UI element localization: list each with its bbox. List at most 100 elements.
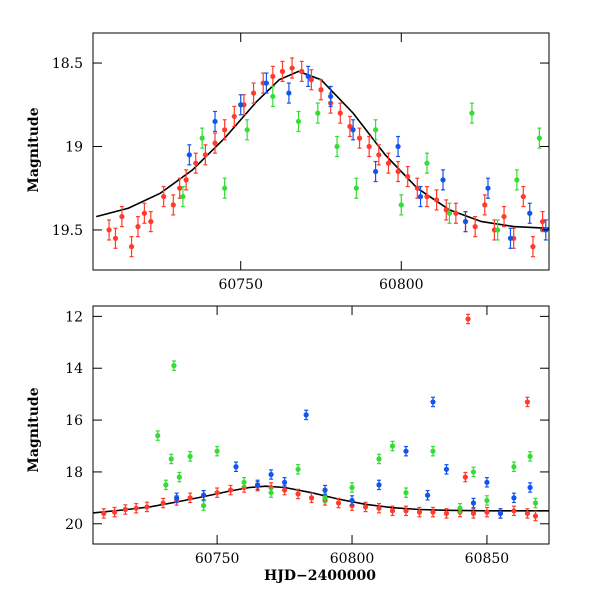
bottom-green-point xyxy=(295,464,301,475)
top-red-point xyxy=(289,57,295,79)
top-panel: 60750 60800 18.5 19 19.5 Magnitude xyxy=(26,32,550,293)
top-red-point xyxy=(148,210,154,233)
bottom-blue-point xyxy=(443,464,450,475)
bottom-red-point xyxy=(122,504,128,515)
bottom-red-point xyxy=(465,313,471,325)
bottom-blue-point xyxy=(349,495,355,506)
top-green-point xyxy=(495,219,501,241)
top-red-point xyxy=(434,189,440,211)
bottom-blue-point xyxy=(201,489,207,501)
bottom-red-point xyxy=(101,508,107,519)
top-blue-point xyxy=(238,94,244,116)
bottom-y-tick-label: 12 xyxy=(65,309,83,325)
bottom-model-curve xyxy=(93,485,549,514)
bottom-green-point xyxy=(430,445,436,457)
top-red-point xyxy=(141,202,147,224)
bottom-blue-point xyxy=(281,477,288,488)
bottom-red-point xyxy=(228,484,234,496)
top-red-point xyxy=(135,215,141,238)
bottom-blue-point xyxy=(470,497,477,509)
bottom-red-point xyxy=(443,508,450,519)
top-red-point xyxy=(106,219,112,241)
top-red-point xyxy=(308,69,314,91)
top-green-point xyxy=(315,102,321,124)
top-blue-point xyxy=(263,72,270,94)
bottom-y-tick-label: 14 xyxy=(65,361,83,377)
top-green-point xyxy=(334,135,340,158)
bottom-green-point xyxy=(268,487,274,498)
top-blue-point xyxy=(485,177,491,199)
bottom-green-point xyxy=(187,451,193,462)
bottom-green-point xyxy=(484,495,490,506)
bottom-red-point xyxy=(470,508,477,519)
top-red-point xyxy=(231,105,237,128)
top-red-point xyxy=(520,185,526,208)
top-y-tick-label: 19 xyxy=(65,139,83,155)
bottom-green-point xyxy=(532,497,539,509)
top-red-point xyxy=(170,194,176,216)
bottom-red-point xyxy=(335,497,342,509)
top-data-points xyxy=(106,57,549,258)
bottom-blue-point xyxy=(233,461,239,473)
top-blue-point xyxy=(186,144,192,166)
top-red-point xyxy=(212,132,218,154)
bottom-green-point xyxy=(527,451,533,462)
top-red-point xyxy=(183,169,189,191)
bottom-green-point xyxy=(214,445,220,457)
bottom-green-point xyxy=(201,500,207,511)
top-green-point xyxy=(469,102,475,124)
bottom-red-point xyxy=(484,506,490,518)
top-blue-point xyxy=(395,135,401,158)
top-red-point xyxy=(112,227,119,249)
top-green-point xyxy=(270,85,276,108)
bottom-red-point xyxy=(308,492,315,504)
bottom-panel: 60750 60800 60850 12 14 16 18 20 Magnitude HJD−… xyxy=(26,305,550,584)
top-red-point xyxy=(202,144,208,166)
bottom-blue-point xyxy=(430,396,436,408)
bottom-blue-point xyxy=(424,489,431,501)
top-red-point xyxy=(119,205,125,228)
bottom-green-point xyxy=(511,461,517,473)
top-red-point xyxy=(501,205,507,228)
bottom-blue-point xyxy=(403,445,409,457)
top-red-point xyxy=(222,119,228,141)
top-green-point xyxy=(424,152,430,174)
top-red-point xyxy=(128,236,135,258)
bottom-green-point xyxy=(171,360,177,371)
bottom-red-point xyxy=(511,505,517,517)
top-green-point xyxy=(199,127,205,149)
bottom-plot-frame xyxy=(92,305,550,545)
bottom-red-point xyxy=(362,501,369,513)
top-red-point xyxy=(161,185,167,208)
top-blue-point xyxy=(527,202,533,224)
bottom-red-point xyxy=(133,502,139,514)
bottom-blue-point xyxy=(376,479,382,491)
x-axis-label: HJD−2400000 xyxy=(264,568,376,584)
top-blue-point xyxy=(212,110,218,133)
bottom-blue-point xyxy=(174,492,180,504)
bottom-y-axis-label: Magnitude xyxy=(26,387,42,472)
bottom-green-point xyxy=(457,502,463,514)
bottom-red-point xyxy=(187,492,193,504)
top-green-point xyxy=(222,177,228,199)
top-red-point xyxy=(376,144,382,166)
top-green-point xyxy=(372,119,379,141)
top-red-point xyxy=(366,135,372,158)
top-green-point xyxy=(446,202,453,224)
top-red-point xyxy=(337,102,343,124)
bottom-blue-point xyxy=(268,469,274,480)
top-blue-point xyxy=(328,85,334,108)
bottom-green-point xyxy=(168,453,174,465)
bottom-red-point xyxy=(430,506,436,518)
top-red-point xyxy=(318,79,324,101)
top-blue-point xyxy=(372,160,379,183)
top-red-point xyxy=(443,199,449,221)
top-red-point xyxy=(385,152,392,174)
top-green-point xyxy=(398,194,404,216)
bottom-red-point xyxy=(462,471,468,483)
top-blue-point xyxy=(440,169,446,191)
top-red-point xyxy=(250,82,257,104)
top-red-point xyxy=(177,177,183,199)
bottom-y-tick-label: 20 xyxy=(65,517,83,533)
top-blue-point xyxy=(305,65,311,88)
